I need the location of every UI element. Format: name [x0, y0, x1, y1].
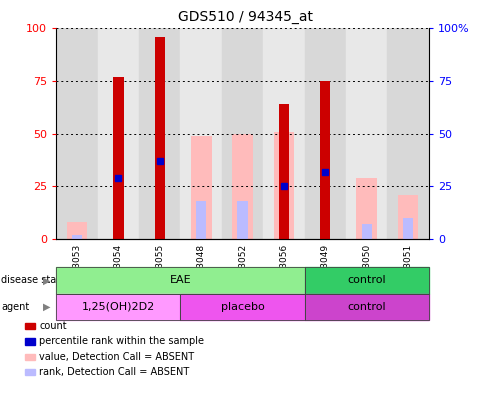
Bar	[56, 28, 98, 239]
Bar	[222, 28, 263, 239]
Bar	[72, 235, 82, 239]
Text: value, Detection Call = ABSENT: value, Detection Call = ABSENT	[39, 352, 195, 362]
Text: placebo: placebo	[220, 302, 265, 312]
Bar	[180, 28, 222, 239]
Bar	[305, 28, 346, 239]
Bar	[98, 28, 139, 239]
Text: ▶: ▶	[44, 275, 51, 286]
Text: percentile rank within the sample: percentile rank within the sample	[39, 337, 204, 346]
Bar	[139, 28, 180, 239]
Bar	[388, 28, 429, 239]
Text: agent: agent	[1, 302, 29, 312]
Text: count: count	[39, 321, 67, 331]
Text: EAE: EAE	[170, 275, 191, 286]
Text: ▶: ▶	[44, 302, 51, 312]
Text: 1,25(OH)2D2: 1,25(OH)2D2	[82, 302, 155, 312]
Bar	[113, 77, 123, 239]
Bar	[279, 104, 289, 239]
Bar	[237, 201, 248, 239]
Text: control: control	[347, 275, 386, 286]
Text: disease state: disease state	[1, 275, 66, 286]
Bar	[263, 28, 305, 239]
Bar	[155, 37, 165, 239]
Text: GDS510 / 94345_at: GDS510 / 94345_at	[177, 10, 313, 24]
Bar	[196, 201, 206, 239]
Bar	[356, 178, 377, 239]
Bar	[232, 134, 253, 239]
Bar	[398, 195, 418, 239]
Bar	[191, 136, 212, 239]
Text: control: control	[347, 302, 386, 312]
Bar	[320, 81, 330, 239]
Bar	[403, 218, 413, 239]
Bar	[346, 28, 388, 239]
Bar	[273, 132, 294, 239]
Bar	[362, 224, 372, 239]
Bar	[67, 222, 87, 239]
Text: rank, Detection Call = ABSENT: rank, Detection Call = ABSENT	[39, 367, 190, 377]
